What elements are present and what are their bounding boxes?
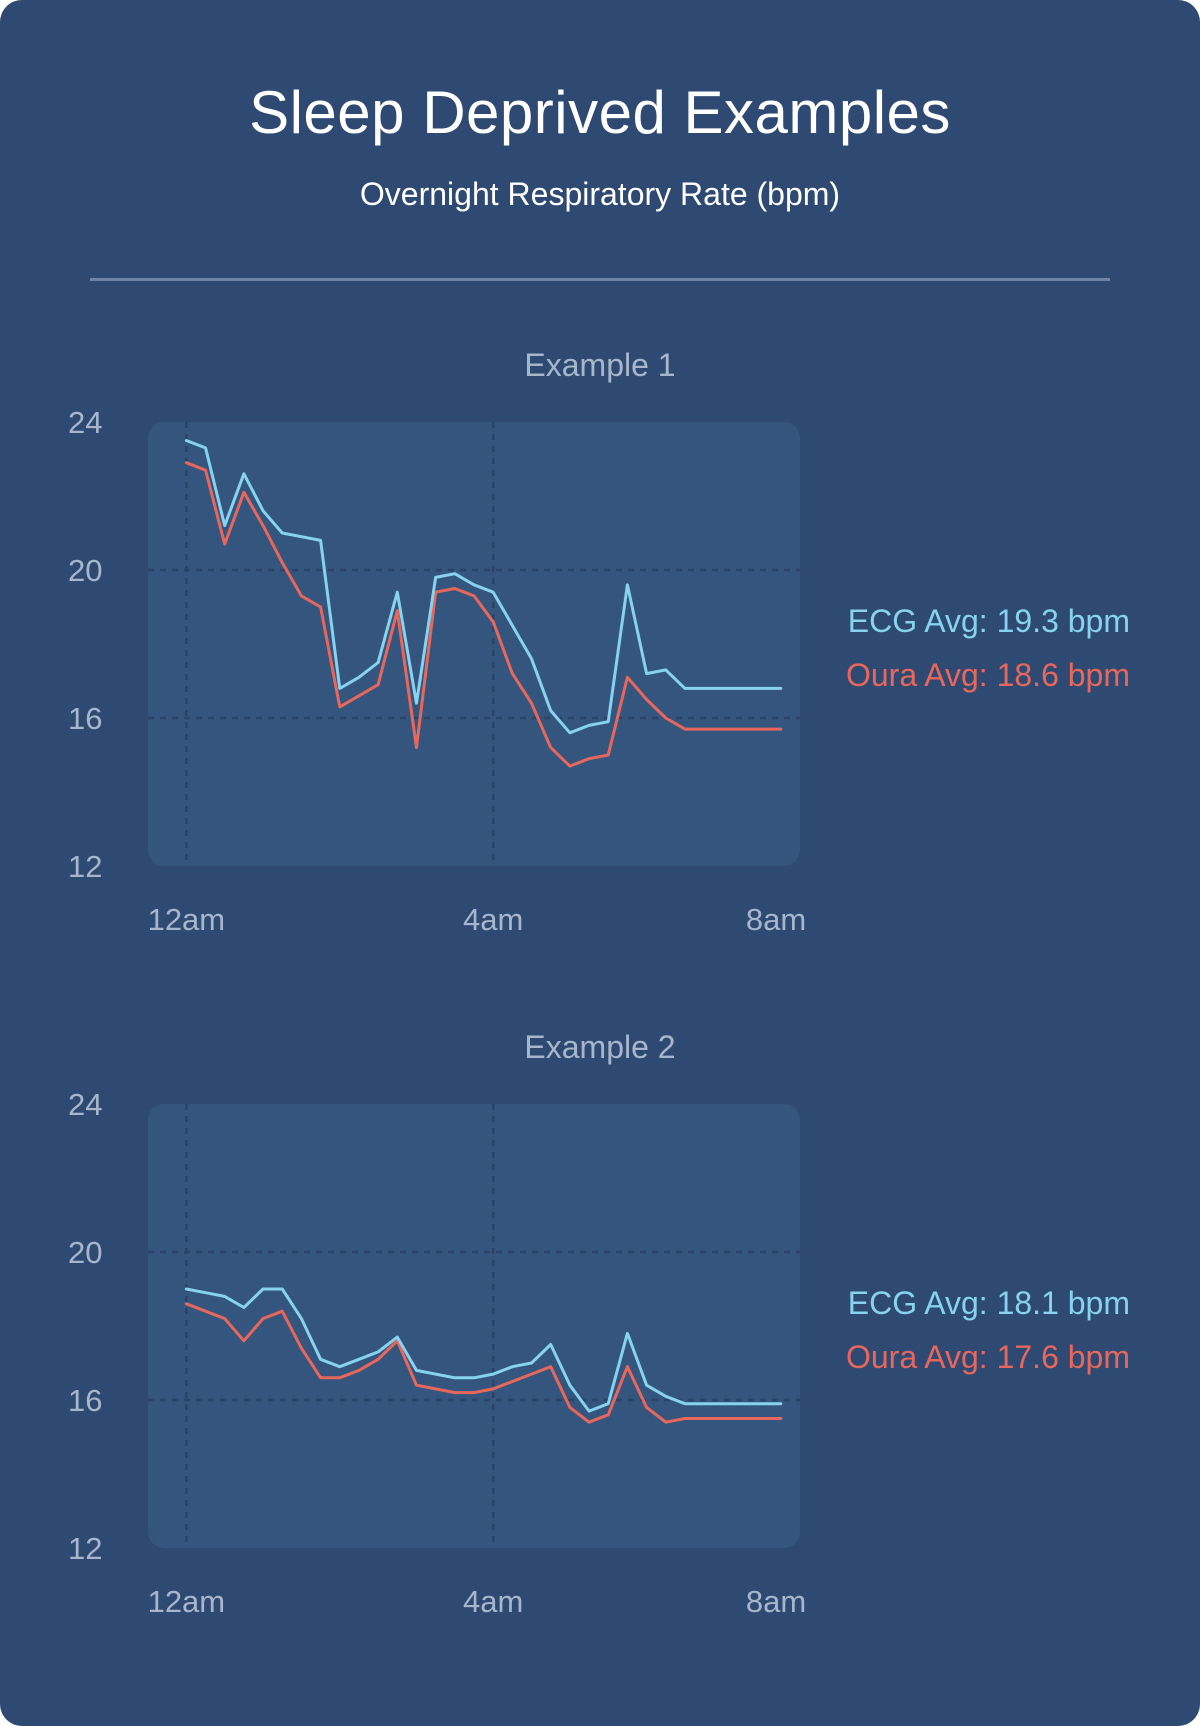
x-tick-label: 4am [463,902,523,937]
series-line-ecg [184,439,783,735]
example-title: Example 2 [524,1029,675,1065]
page-title: Sleep Deprived Examples [249,79,951,146]
plot-area [148,1104,800,1548]
page-subtitle: Overnight Respiratory Rate (bpm) [359,176,841,212]
x-tick-label: 8am [746,1584,806,1619]
example-2-chart: Example 2 24 20 16 12 12am 4am 8am ECG Avg: 18.1… [68,1029,1130,1619]
y-tick-label: 16 [68,1383,102,1418]
series-line-oura [184,461,783,768]
example-title: Example 1 [524,347,675,383]
series-line-ecg [184,1287,783,1413]
x-tick-label: 8am [746,902,806,937]
x-tick-label: 12am [148,902,226,937]
x-tick-label: 4am [463,1584,523,1619]
y-tick-label: 16 [68,701,102,736]
y-tick-label: 24 [68,1087,102,1122]
y-tick-label: 24 [68,405,102,440]
y-tick-label: 20 [68,553,102,588]
y-tick-label: 12 [68,849,102,884]
x-tick-label: 12am [148,1584,226,1619]
y-tick-label: 20 [68,1235,102,1270]
avg-label-ecg: ECG Avg: 19.3 bpm [848,603,1130,639]
title-divider [90,278,1110,281]
y-tick-label: 12 [68,1531,102,1566]
avg-label-oura: Oura Avg: 17.6 bpm [846,1339,1130,1375]
avg-label-ecg: ECG Avg: 18.1 bpm [848,1285,1130,1321]
plot-area [148,422,800,866]
series-line-oura [184,1302,783,1424]
avg-label-oura: Oura Avg: 18.6 bpm [846,657,1130,693]
example-1-chart: Example 1 24 20 16 12 12am 4am 8am ECG Avg: 19.3… [68,347,1130,937]
